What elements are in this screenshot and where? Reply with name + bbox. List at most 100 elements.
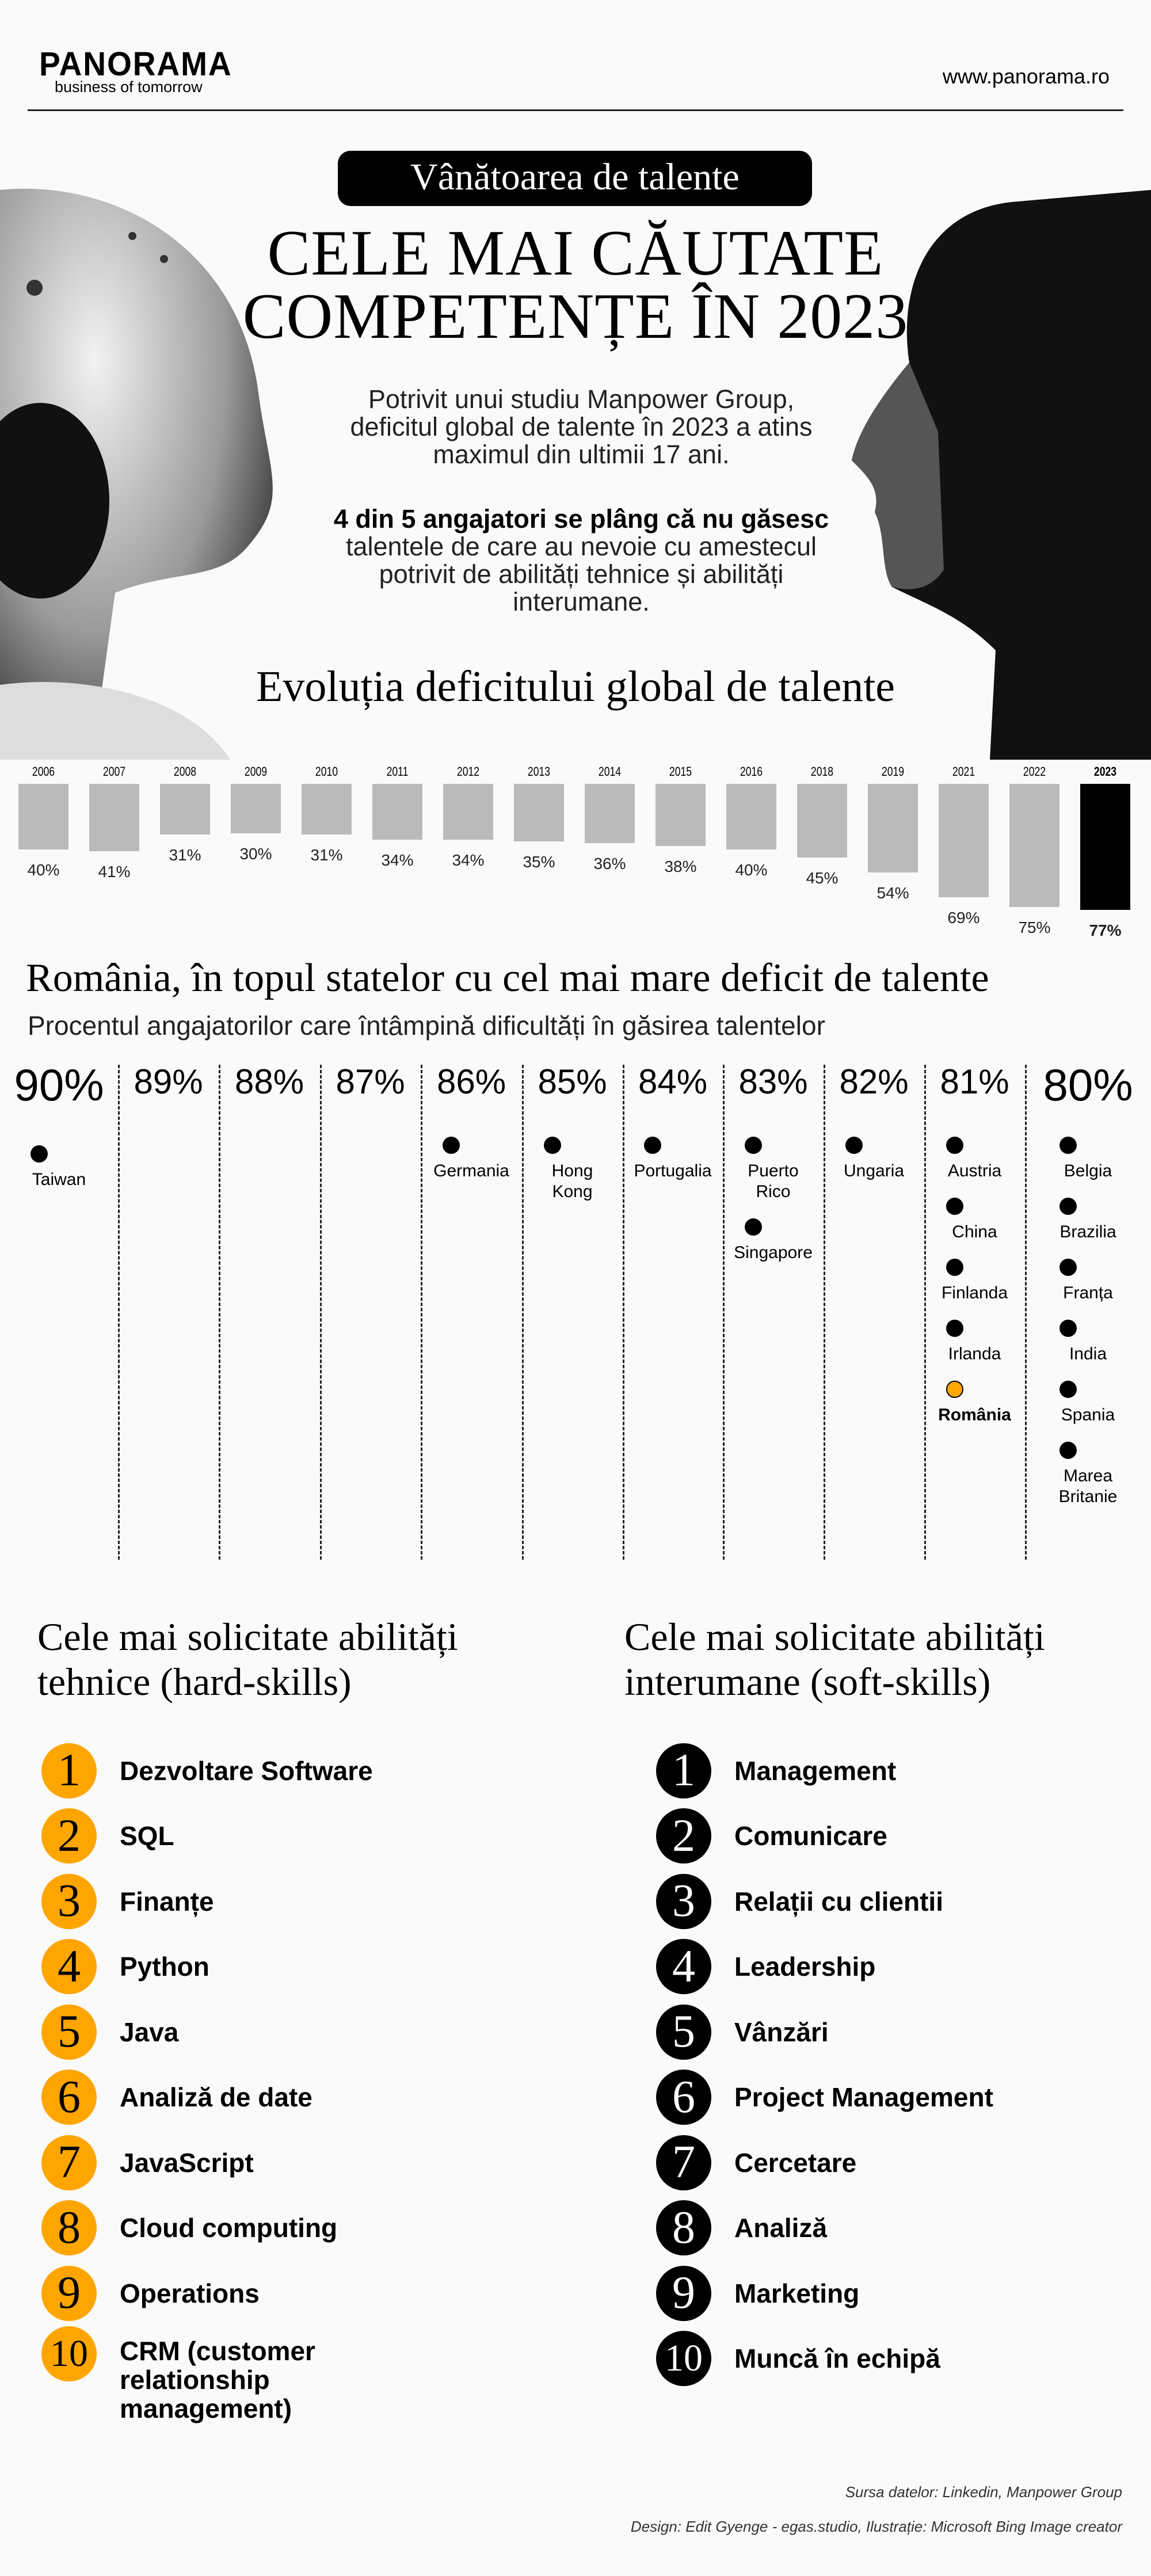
soft-skills-title: Cele mai solicitate abilități interumane…: [624, 1615, 1045, 1704]
title-line-1: CELE MAI CĂUTATE: [267, 218, 884, 289]
rank-badge: 9: [41, 2265, 97, 2321]
country-item: Germania: [421, 1137, 522, 1182]
rank-badge: 8: [656, 2200, 711, 2256]
bar-year-label: 2007: [102, 764, 126, 779]
bar-value-label: 34%: [452, 851, 485, 869]
country-dot: [1059, 1198, 1077, 1215]
bar: [372, 784, 422, 840]
country-stack: Austria China Finlanda Irlanda România: [924, 1137, 1025, 1442]
dashed-gridline: [118, 1065, 120, 1560]
rank-badge: 3: [41, 1873, 97, 1929]
country-item: China: [924, 1198, 1025, 1243]
bar-value-label: 75%: [1018, 918, 1051, 936]
intro-text: Potrivit unui studiu Manpower Group, def…: [350, 384, 813, 469]
country-item: Taiwan: [0, 1145, 118, 1190]
rank-badge: 8: [41, 2200, 97, 2256]
credits-note: Design: Edit Gyenge - egas.studio, Ilust…: [630, 2518, 1122, 2535]
bar: [585, 784, 635, 843]
percent-label: 82%: [839, 1062, 909, 1101]
skill-label: JavaScript: [120, 2147, 254, 2178]
bar-year-label: 2023: [1093, 764, 1117, 779]
percent-label: 83%: [738, 1062, 808, 1101]
robot-illustration: [0, 188, 273, 760]
skill-item: 2 Comunicare: [656, 1804, 1139, 1869]
country-dot: [744, 1137, 762, 1154]
country-item: Austria: [924, 1137, 1025, 1182]
dashed-gridline: [219, 1065, 220, 1560]
skill-label: Cloud computing: [120, 2213, 338, 2243]
bar: [797, 784, 847, 858]
country-label: Hong Kong: [551, 1161, 593, 1201]
bar-value-label: 31%: [310, 846, 343, 864]
country-label: Marea Britanie: [1058, 1466, 1118, 1506]
dot-column: 89%: [118, 1059, 219, 1560]
dot-column: 82% Ungaria: [824, 1059, 924, 1560]
country-item: Marea Britanie: [1025, 1442, 1151, 1507]
skill-label: Cercetare: [734, 2147, 857, 2178]
skill-item: 5 Java: [41, 1999, 559, 2065]
country-item: Singapore: [723, 1218, 824, 1263]
skill-item: 3 Relații cu clientii: [656, 1869, 1139, 1934]
country-chart-title: România, în topul statelor cu cel mai ma…: [26, 956, 989, 1000]
skill-item: 1 Management: [656, 1738, 1139, 1804]
skill-label: Management: [734, 1755, 897, 1786]
bar-chart-title: Evoluția deficitului global de talente: [256, 662, 895, 711]
bar: [89, 784, 139, 851]
country-dot: [946, 1137, 963, 1154]
skill-label: Analiză: [734, 2213, 828, 2243]
rank-badge: 10: [41, 2326, 97, 2381]
country-label: Brazilia: [1059, 1222, 1116, 1241]
country-label: Spania: [1061, 1405, 1115, 1424]
bar-value-label: 40%: [27, 861, 60, 879]
bar-value-label: 34%: [381, 851, 414, 869]
topic-pill: Vânătoarea de talente: [338, 151, 812, 206]
country-item: Puerto Rico: [723, 1137, 824, 1202]
dashed-gridline: [1025, 1065, 1027, 1560]
bar: [18, 784, 68, 849]
bar-value-label: 41%: [98, 862, 131, 881]
country-chart-subtitle: Procentul angajatorilor care întâmpină d…: [28, 1011, 825, 1041]
bar: [655, 784, 706, 847]
bar-value-label: 30%: [239, 844, 272, 863]
bar: [726, 784, 776, 849]
panorama-logo[interactable]: PANORAMA: [39, 45, 233, 83]
page-title: CELE MAI CĂUTATE COMPETENȚE ÎN 2023: [0, 218, 1151, 349]
bar-value-label: 40%: [735, 861, 768, 879]
skill-label: CRM (customer relationship management): [120, 2335, 315, 2423]
dot-column: 88%: [219, 1059, 320, 1560]
highlight-bold: 4 din 5 angajatori se plâng că nu găsesc: [333, 504, 829, 534]
website-url[interactable]: www.panorama.ro: [942, 64, 1110, 88]
country-label: China: [952, 1222, 997, 1241]
bar-value-label: 45%: [806, 869, 839, 887]
skill-label: Vânzări: [734, 2017, 829, 2047]
skill-label: Dezvoltare Software: [120, 1755, 373, 1786]
dot-column: 85% Hong Kong: [522, 1059, 623, 1560]
rank-badge: 6: [41, 2070, 97, 2125]
hard-skills-title: Cele mai solicitate abilități tehnice (h…: [37, 1615, 458, 1704]
skill-item: 10 Muncă în echipă: [656, 2326, 1139, 2392]
country-label: România: [938, 1405, 1011, 1424]
country-dot: [946, 1320, 963, 1337]
country-item: Portugalia: [623, 1137, 723, 1182]
skill-label: Finanțe: [120, 1886, 214, 1916]
skill-label: Muncă în echipă: [734, 2343, 940, 2374]
skill-item: 6 Project Management: [656, 2065, 1139, 2131]
skill-item: 7 Cercetare: [656, 2130, 1139, 2196]
country-label: Finlanda: [941, 1283, 1008, 1302]
country-item: Franța: [1025, 1259, 1151, 1304]
logo-tagline: business of tomorrow: [55, 78, 203, 96]
dot-column: 90% Taiwan: [0, 1059, 118, 1560]
country-dot: [946, 1381, 963, 1398]
country-stack: Hong Kong: [522, 1137, 623, 1218]
percent-label: 85%: [538, 1062, 607, 1101]
man-portrait-illustration: [852, 190, 1151, 760]
country-stack: Puerto Rico Singapore: [723, 1137, 824, 1279]
country-stack: Germania: [421, 1137, 522, 1198]
dashed-gridline: [623, 1065, 624, 1560]
country-dot: [543, 1137, 561, 1154]
rank-badge: 9: [656, 2265, 711, 2321]
bar-year-label: 2008: [173, 764, 197, 779]
skill-label: Relații cu clientii: [734, 1886, 943, 1916]
country-label: Belgia: [1064, 1161, 1112, 1180]
bar: [1009, 784, 1059, 907]
